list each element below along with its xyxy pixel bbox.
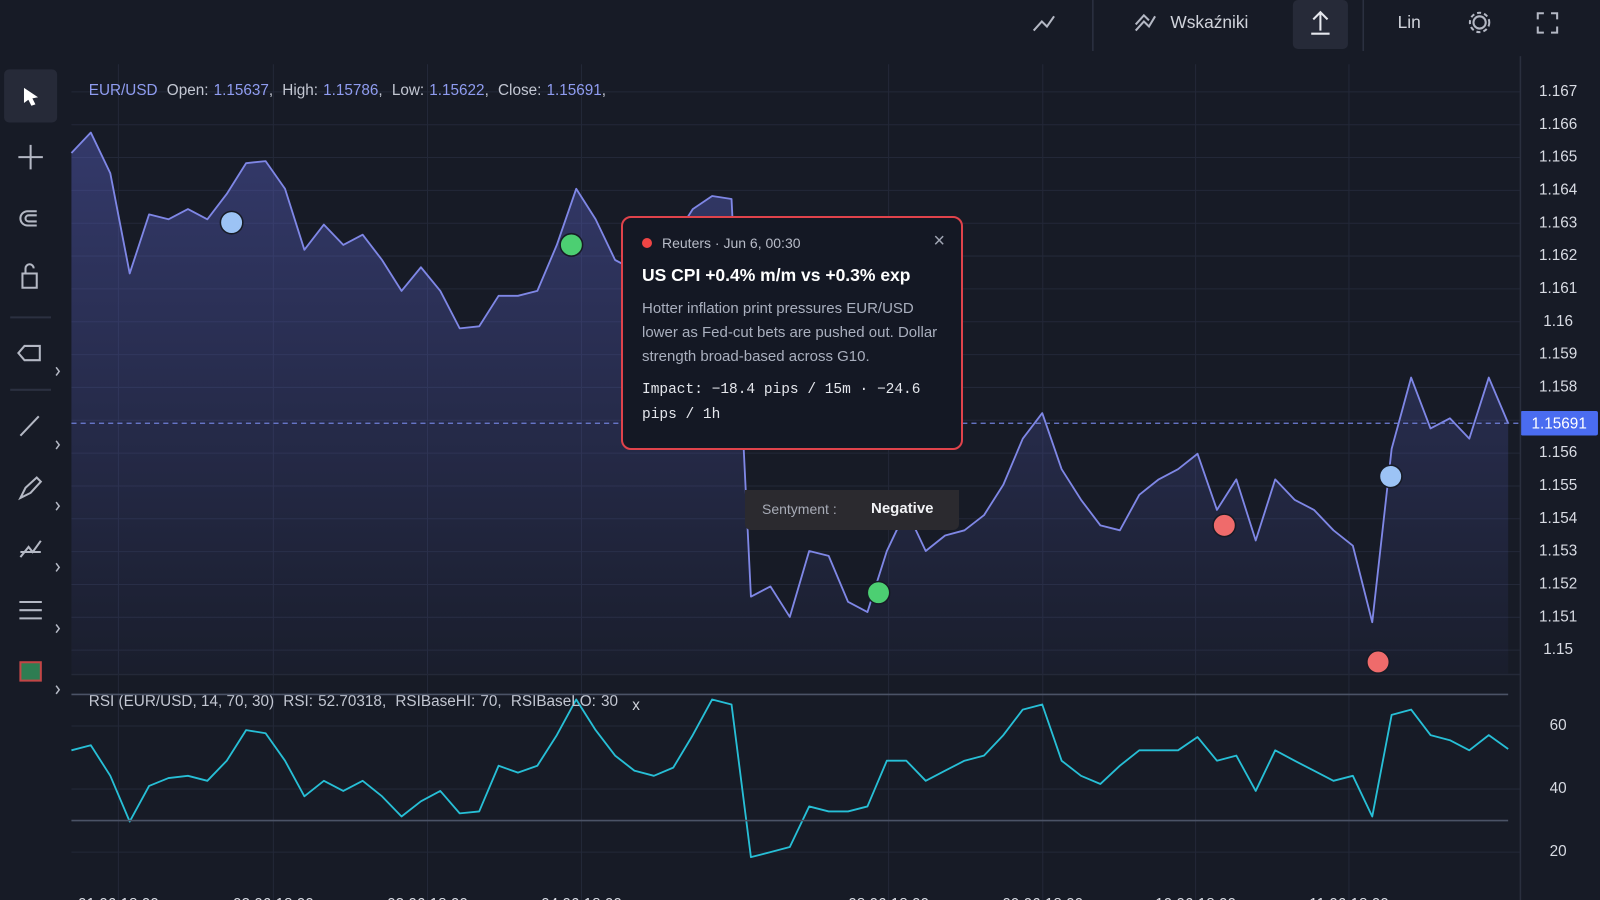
price-area xyxy=(71,132,1509,674)
news-marker[interactable] xyxy=(1366,649,1391,674)
y-tick-label: 1.15 xyxy=(1543,641,1573,658)
sentiment-value: Negative xyxy=(871,500,934,517)
news-marker[interactable] xyxy=(219,210,244,235)
price-line xyxy=(70,131,1510,624)
news-dot xyxy=(642,238,652,248)
legend-separator: , xyxy=(602,82,606,99)
news-marker[interactable] xyxy=(1212,513,1237,538)
scale-button[interactable]: Lin xyxy=(1398,12,1421,32)
chart-type-button[interactable] xyxy=(1032,15,1055,32)
legend-field-label: Open: xyxy=(167,82,209,99)
x-tick-label: 10.06 18:00 xyxy=(1155,896,1236,900)
news-body: Hotter inflation print pressures EUR/USD… xyxy=(642,300,938,365)
y-tick-label: 1.161 xyxy=(1539,280,1577,297)
y-tick-label: 1.155 xyxy=(1539,477,1577,494)
y-tick-label: 1.163 xyxy=(1539,214,1577,231)
y-tick-label: 40 xyxy=(1550,780,1567,797)
x-tick-label: 11.06 18:00 xyxy=(1309,896,1389,900)
legend-field-label: High: xyxy=(282,82,318,99)
top-toolbar: Wskaźniki Lin xyxy=(1032,0,1559,52)
x-tick-label: 09.06 18:00 xyxy=(1002,896,1083,900)
legend-field-value: 1.15786 xyxy=(323,82,378,99)
y-tick-label: 1.162 xyxy=(1539,247,1577,264)
legend-field-value: 52.70318 xyxy=(318,693,382,710)
y-tick-label: 1.156 xyxy=(1539,444,1577,461)
lock-tool[interactable] xyxy=(21,263,38,289)
position-tool[interactable] xyxy=(19,661,42,682)
legend-field-label: Close: xyxy=(498,82,541,99)
pattern-tool[interactable] xyxy=(19,540,42,558)
fib-tool[interactable] xyxy=(19,601,42,620)
rsi-line xyxy=(71,698,1509,859)
close-button[interactable]: × xyxy=(933,230,945,252)
legend-field-value: 1.15691 xyxy=(546,82,601,99)
settings-gear xyxy=(1468,11,1491,34)
y-tick-label: 20 xyxy=(1550,843,1567,860)
news-marker[interactable] xyxy=(559,232,584,257)
legend-separator: , xyxy=(269,82,273,99)
sentiment-label: Sentyment : xyxy=(762,501,837,517)
legend-field-label: Low: xyxy=(392,82,424,99)
fullscreen-button[interactable] xyxy=(1536,12,1559,34)
magnet-tool[interactable] xyxy=(19,210,37,227)
news-title: US CPI +0.4% m/m vs +0.3% exp xyxy=(642,265,911,285)
cursor-tool[interactable] xyxy=(23,87,39,106)
settings-button[interactable] xyxy=(1472,15,1487,30)
news-source-row: Reuters · Jun 6, 00:30 xyxy=(642,235,941,251)
submenu-chevrons[interactable] xyxy=(55,366,61,695)
brush-tool[interactable] xyxy=(18,476,43,501)
y-tick-label: 1.154 xyxy=(1539,510,1578,527)
legend-field-label: RSI: xyxy=(283,693,313,710)
legend: RSI (EUR/USD, 14, 70, 30) RSI: 52.70318, RS… xyxy=(89,693,618,710)
last-price-box xyxy=(1520,410,1598,436)
x-tick-label: 02.06 18:00 xyxy=(233,896,314,900)
y-tick-label: 60 xyxy=(1550,717,1567,734)
news-marker[interactable] xyxy=(866,580,891,605)
y-tick-label: 1.151 xyxy=(1539,608,1577,625)
x-tick-label: 03.06 18:00 xyxy=(387,896,468,900)
trendline-tool[interactable] xyxy=(19,415,40,437)
x-tick-label: 01.06 18:00 xyxy=(78,896,159,900)
legend-close[interactable]: x xyxy=(632,697,640,714)
legend-field-label: RSIBaseHI: xyxy=(395,693,475,710)
news-popup: Reuters · Jun 6, 00:30 × US CPI +0.4% m/… xyxy=(621,216,963,450)
last-price-label: 1.15691 xyxy=(1532,415,1587,432)
news-impact: Impact: −18.4 pips / 15m · −24.6 pips / … xyxy=(642,382,921,423)
x-tick-label: 04.06 18:00 xyxy=(541,896,622,900)
legend-field-value: 1.15622 xyxy=(429,82,484,99)
y-tick-label: 1.153 xyxy=(1539,543,1577,560)
indicators-button[interactable]: Wskaźniki xyxy=(1170,12,1248,32)
y-tick-label: 1.159 xyxy=(1539,346,1577,363)
legend-series-name: RSI (EUR/USD, 14, 70, 30) xyxy=(89,693,274,710)
legend-series-name: EUR/USD xyxy=(89,82,158,99)
legend-separator: , xyxy=(485,82,489,99)
price-label-tool[interactable] xyxy=(17,344,41,362)
news-source: Reuters · Jun 6, 00:30 xyxy=(662,235,801,251)
legend-field-value: 1.15637 xyxy=(214,82,269,99)
upload-icon xyxy=(1311,10,1330,35)
y-tick-label: 1.16 xyxy=(1543,313,1573,330)
y-tick-label: 1.167 xyxy=(1539,83,1577,100)
legend-field-label: RSIBaseLO: xyxy=(511,693,596,710)
left-toolbar xyxy=(4,69,61,695)
legend-field-value: 70 xyxy=(480,693,497,710)
y-tick-label: 1.152 xyxy=(1539,576,1577,593)
legend-separator: , xyxy=(382,693,386,710)
legend: EUR/USD Open: 1.15637, High: 1.15786, Low: 1.1… xyxy=(89,82,606,99)
y-tick-label: 1.164 xyxy=(1539,181,1578,198)
y-tick-label: 1.165 xyxy=(1539,149,1577,166)
legend-separator: , xyxy=(378,82,382,99)
x-tick-label: 08.06 18:00 xyxy=(848,896,929,900)
legend-separator: , xyxy=(497,693,501,710)
crosshair-tool[interactable] xyxy=(18,144,43,170)
legend-field-value: 30 xyxy=(601,693,618,710)
sentiment-badge: Sentyment : Negative xyxy=(745,490,959,530)
y-tick-label: 1.166 xyxy=(1539,116,1577,133)
y-tick-label: 1.158 xyxy=(1539,378,1577,395)
news-marker[interactable] xyxy=(1378,464,1403,489)
indicators-icon[interactable] xyxy=(1134,13,1156,32)
